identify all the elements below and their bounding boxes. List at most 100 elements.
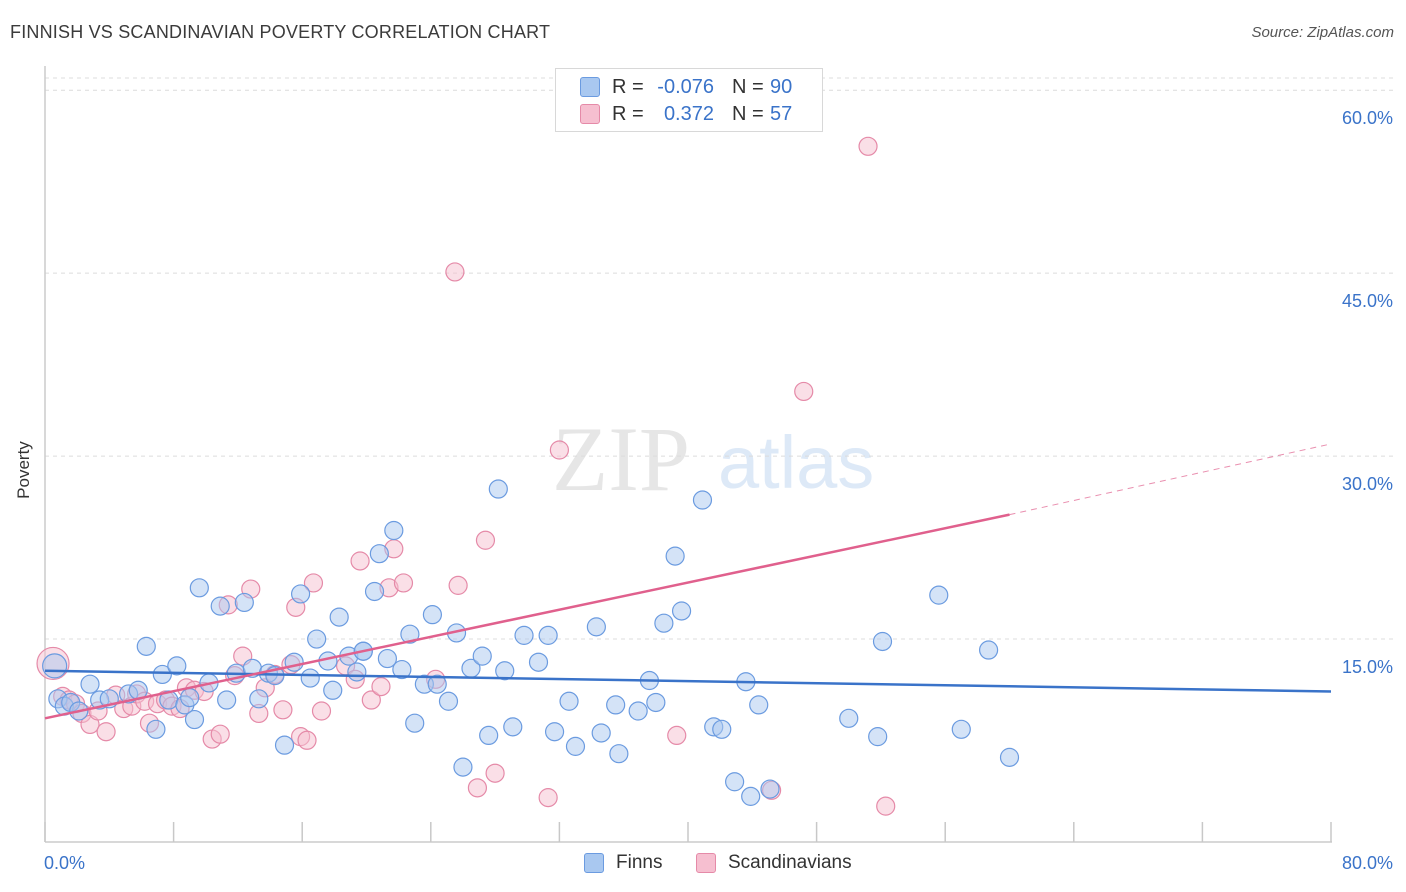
finns-point — [42, 653, 68, 679]
x-tick-label: 80.0% — [1342, 853, 1393, 873]
n-label: N = — [732, 75, 764, 98]
scandinavians-point — [361, 690, 381, 710]
scandinavians-point — [448, 575, 468, 595]
finns-point — [180, 687, 200, 708]
scandinavians-point — [350, 551, 370, 571]
finns-point — [872, 631, 893, 652]
scandinavians-trend-line — [44, 513, 1010, 720]
r-label: R = — [612, 75, 644, 98]
finns-point — [384, 520, 404, 541]
legend-item-scandinavians[interactable]: Scandinavians — [696, 852, 852, 874]
scandinavians-point — [297, 730, 317, 750]
stats-legend: R = -0.076 N = 90 R = 0.372 N = 57 — [555, 68, 823, 132]
finns-point — [422, 605, 443, 625]
scandinavians-point — [467, 778, 488, 798]
scandinavians-point — [876, 796, 896, 816]
finns-point — [210, 596, 230, 616]
scandinavians-point — [794, 381, 814, 402]
finns-point — [488, 479, 508, 499]
finns-point — [377, 648, 397, 669]
finns-point — [741, 786, 761, 806]
r-label: R = — [612, 102, 644, 125]
scandinavians-swatch — [696, 853, 716, 873]
finns-point — [290, 584, 311, 604]
scandinavians-point — [273, 700, 293, 720]
finns-point — [951, 719, 971, 739]
finns-point — [472, 646, 492, 666]
finns-point — [136, 636, 156, 656]
scandinavians-trend-extension — [1009, 443, 1332, 516]
scandinavians-point — [445, 262, 465, 282]
finns-point — [654, 613, 674, 633]
finns-point — [503, 717, 523, 737]
finns-point — [712, 719, 732, 739]
legend-row-scandinavians: R = 0.372 N = 57 — [580, 102, 792, 126]
y-tick-label: 60.0% — [1342, 108, 1393, 128]
legend-row-finns: R = -0.076 N = 90 — [580, 75, 792, 99]
finns-point — [400, 624, 420, 644]
finns-point — [249, 689, 269, 709]
chart-title: FINNISH VS SCANDINAVIAN POVERTY CORRELAT… — [10, 22, 551, 42]
finns-point — [979, 640, 999, 660]
watermark: ZIP atlas — [552, 408, 874, 510]
y-axis-label: Poverty — [14, 441, 33, 499]
finns-point — [274, 735, 295, 755]
finns-point — [80, 674, 100, 694]
finns-point — [167, 656, 187, 676]
scandinavians-point — [549, 440, 570, 460]
finns-point — [284, 652, 304, 672]
legend-item-finns[interactable]: Finns — [584, 852, 662, 874]
y-tick-label: 45.0% — [1342, 291, 1393, 311]
finns-point — [427, 674, 447, 694]
finns-point — [146, 719, 166, 739]
y-tick-label: 30.0% — [1342, 474, 1393, 494]
finns-point — [369, 544, 389, 564]
legend-label: Finns — [616, 852, 663, 873]
finns-point — [514, 625, 534, 645]
finns-point — [528, 652, 549, 672]
scandinavians-point — [538, 788, 558, 808]
scandinavians-point — [858, 136, 878, 156]
finns-point — [591, 723, 611, 743]
finns-point — [189, 578, 209, 598]
finns-point — [665, 546, 685, 566]
finns-point — [559, 691, 579, 711]
scandinavians-point — [96, 722, 116, 742]
finns-point — [364, 581, 385, 602]
finns-point — [538, 625, 558, 645]
finns-point — [725, 772, 745, 792]
finns-point — [586, 617, 606, 637]
finns-point — [749, 695, 769, 715]
scandinavians-point — [475, 530, 496, 550]
finns-point — [453, 757, 473, 777]
finns-point — [868, 727, 888, 747]
n-value: 57 — [770, 102, 793, 125]
finns-point — [692, 490, 713, 510]
finns-point — [438, 691, 459, 711]
y-tick-label: 15.0% — [1342, 657, 1393, 677]
scandinavians-swatch — [580, 104, 600, 124]
finns-point — [329, 607, 349, 627]
finns-point — [307, 629, 327, 649]
scandinavians-point — [667, 725, 687, 746]
finns-point — [479, 725, 499, 746]
series-legend: Finns Scandinavians — [0, 852, 1406, 876]
finns-point — [671, 601, 692, 621]
finns-point — [646, 692, 666, 713]
finns-point — [609, 744, 629, 764]
r-value: -0.076 — [657, 75, 714, 98]
finns-point — [760, 779, 780, 799]
finns-swatch — [580, 77, 600, 97]
finns-point — [929, 585, 949, 605]
finns-point — [839, 708, 859, 728]
watermark-atlas: atlas — [718, 421, 874, 504]
r-value: 0.372 — [663, 102, 714, 125]
finns-point — [628, 701, 648, 721]
scandinavians-point — [311, 701, 332, 721]
n-label: N = — [732, 102, 764, 125]
finns-point — [184, 709, 205, 730]
finns-point — [217, 690, 237, 710]
finns-point — [565, 736, 586, 756]
scandinavians-point — [393, 573, 414, 593]
finns-point — [999, 747, 1020, 767]
